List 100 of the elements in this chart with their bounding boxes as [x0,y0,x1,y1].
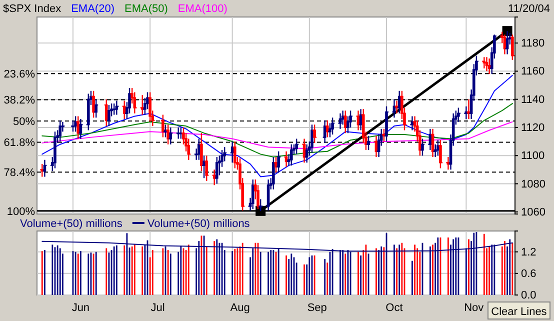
candlestick [466,98,472,120]
x-tick-label: Oct [386,302,403,314]
candlestick [294,138,300,155]
text: 11/20/04 [508,3,550,15]
candlestick [52,131,58,169]
y-tick-label: 1180 [521,38,545,50]
candlestick [464,106,469,120]
candlestick [162,124,168,138]
candlestick [258,198,264,212]
candlestick [340,110,346,126]
x-tick-label: Aug [230,302,250,314]
line-series [42,103,513,158]
legend-label: Volume+(50) millions [147,218,250,230]
candlestick [356,110,361,131]
candlestick [58,120,63,142]
candlestick [384,106,390,142]
candlestick [168,126,174,145]
candlestick [456,107,462,122]
text: EMA(20) [71,3,114,15]
y-tick-label: 1140 [521,94,545,106]
candlestick [428,128,433,151]
y-tick-label: 1.2 [521,246,536,258]
candlestick [70,120,76,132]
x-tick-label: Nov [464,302,484,314]
candlestick [435,140,441,156]
candlestick [358,108,364,131]
annotation: 61.8% [4,137,36,150]
candlestick [176,126,181,140]
candlestick [178,126,184,140]
candlestick [324,120,330,138]
candlestick [232,140,238,169]
annotation: 50% [12,116,36,128]
candlestick [198,132,204,172]
y-tick-label: 1080 [521,178,546,190]
candlestick [132,92,138,114]
y-tick-label: 1160 [521,66,545,78]
candlestick [392,98,397,118]
candlestick [420,138,426,156]
candlestick [273,156,279,174]
candlestick [42,159,48,178]
candlestick [438,140,444,169]
candlestick [78,118,84,140]
candlestick [338,112,343,130]
candlestick [504,30,510,55]
line-series [42,121,513,150]
annotation: 23.6% [4,68,36,80]
y-tick-label: 0.0 [521,290,536,302]
candlestick [76,116,81,140]
candlestick [86,93,91,131]
candlestick [374,135,379,158]
candlestick [446,156,451,170]
candlestick [330,117,336,136]
text: EMA(100) [178,3,228,15]
candlestick [214,156,220,184]
candlestick [165,124,171,145]
candlestick [204,155,210,182]
candlestick [322,120,328,144]
candlestick [342,110,348,134]
y-tick-label: 0.6 [521,268,536,280]
candlestick [230,140,235,164]
candlestick [140,94,145,116]
annotation: 78.4% [4,166,36,179]
annotation: 38.2% [4,94,36,107]
candlestick [502,34,508,55]
candlestick [40,163,45,178]
y-tick-label: 1100 [521,150,545,162]
candlestick [432,144,438,158]
candlestick [276,150,282,174]
candlestick [366,135,372,151]
candlestick [288,144,294,166]
candlestick [72,116,78,132]
candlestick [302,138,307,164]
candlestick [410,116,415,131]
candlestick [482,56,487,69]
candlestick [312,124,318,144]
series-label: Volume+(50) millions [20,218,123,230]
candlestick [212,169,217,186]
candlestick [106,104,112,127]
chart-title: $SPX Index [3,3,62,15]
annotation: 100% [6,206,36,218]
candlestick [394,100,400,114]
candlestick [147,92,153,122]
candlestick [201,155,207,179]
line-series [42,74,513,178]
clear-lines-button[interactable]: Clear Lines [488,302,550,320]
x-tick-label: Jul [150,302,165,314]
x-tick-label: Jun [72,302,90,314]
candlestick [160,114,166,138]
candlestick [270,156,276,190]
y-tick-label: 1120 [521,122,545,134]
x-tick-label: Sep [307,302,327,314]
candlestick [304,144,310,164]
candlestick [484,56,490,72]
candlestick [114,100,120,116]
candlestick [284,150,289,168]
candlestick [94,98,99,118]
candlestick [111,102,117,116]
text: EMA(50) [124,3,168,15]
y-tick-label: 1060 [521,206,546,218]
candlestick [486,58,492,75]
